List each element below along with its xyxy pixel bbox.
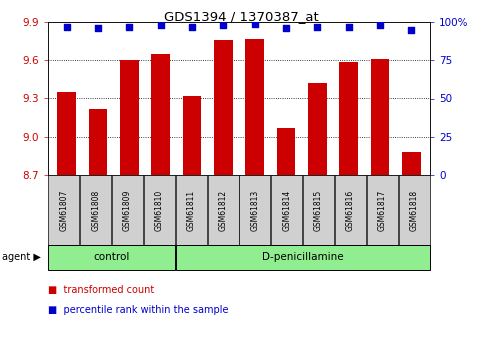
Point [282, 26, 290, 31]
Text: GSM61808: GSM61808 [91, 189, 100, 230]
Text: ■  transformed count: ■ transformed count [48, 285, 154, 295]
Point [251, 21, 258, 27]
Point [126, 24, 133, 29]
Text: control: control [94, 253, 130, 263]
Text: D-penicillamine: D-penicillamine [262, 253, 343, 263]
Point [219, 22, 227, 28]
Bar [183, 96, 201, 175]
Bar [57, 92, 76, 175]
Text: GSM61812: GSM61812 [219, 189, 227, 230]
Bar [277, 128, 296, 175]
Text: GSM61815: GSM61815 [314, 189, 323, 230]
Text: GSM61813: GSM61813 [250, 189, 259, 230]
Text: ■  percentile rank within the sample: ■ percentile rank within the sample [48, 305, 228, 315]
Point [345, 24, 353, 29]
Text: GSM61810: GSM61810 [155, 189, 164, 230]
Text: GSM61817: GSM61817 [378, 189, 387, 230]
Bar [339, 61, 358, 175]
Text: GSM61814: GSM61814 [282, 189, 291, 230]
Text: GSM61818: GSM61818 [410, 189, 419, 230]
Text: GSM61816: GSM61816 [346, 189, 355, 230]
Point [63, 24, 71, 29]
Point [188, 24, 196, 29]
Text: GDS1394 / 1370387_at: GDS1394 / 1370387_at [164, 10, 319, 23]
Bar [151, 54, 170, 175]
Bar [120, 60, 139, 175]
Point [94, 26, 102, 31]
Text: GSM61809: GSM61809 [123, 189, 132, 231]
Point [313, 24, 321, 29]
Bar [308, 83, 327, 175]
Bar [245, 39, 264, 175]
Point [407, 27, 415, 32]
Text: agent ▶: agent ▶ [2, 253, 41, 263]
Bar [214, 40, 233, 175]
Point [376, 22, 384, 28]
Bar [370, 59, 389, 175]
Text: GSM61807: GSM61807 [59, 189, 69, 231]
Text: GSM61811: GSM61811 [187, 189, 196, 230]
Bar [402, 152, 421, 175]
Bar [89, 109, 108, 175]
Point [157, 22, 165, 28]
